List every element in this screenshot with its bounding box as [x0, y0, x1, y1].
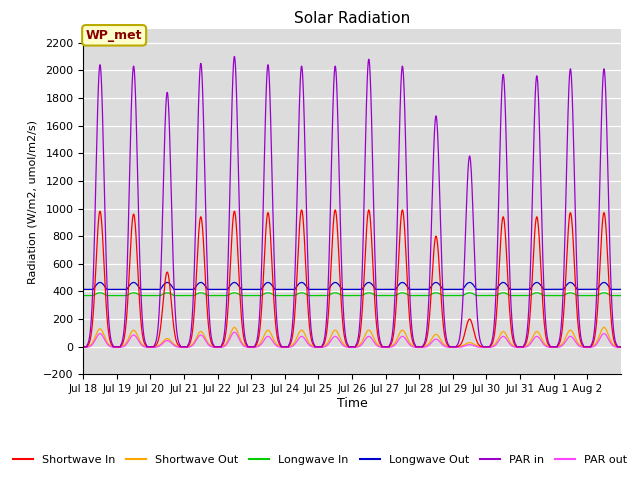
- X-axis label: Time: Time: [337, 397, 367, 410]
- Legend: Shortwave In, Shortwave Out, Longwave In, Longwave Out, PAR in, PAR out: Shortwave In, Shortwave Out, Longwave In…: [8, 451, 632, 469]
- Text: WP_met: WP_met: [86, 29, 142, 42]
- Y-axis label: Radiation (W/m2, umol/m2/s): Radiation (W/m2, umol/m2/s): [28, 120, 37, 284]
- Title: Solar Radiation: Solar Radiation: [294, 11, 410, 26]
